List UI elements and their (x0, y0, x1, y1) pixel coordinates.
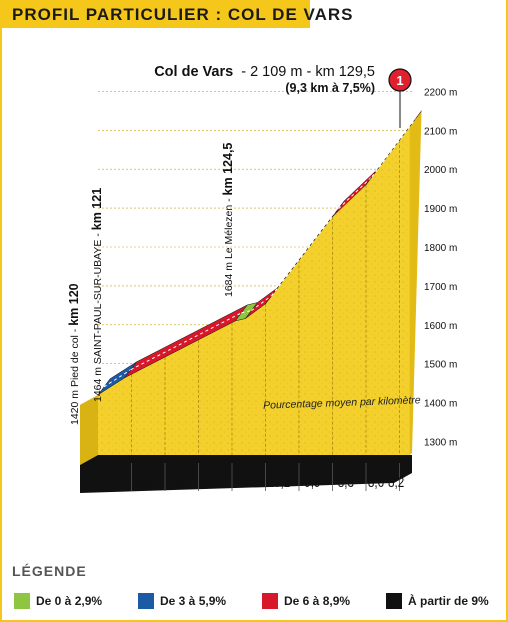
km-percent-label: 6,5 (135, 474, 151, 491)
km-percent-label: 10,2 (268, 474, 291, 491)
terrain-left-face (80, 394, 98, 465)
legend-label-black: À partir de 9% (408, 594, 489, 608)
km-tick-label: 2 (149, 496, 157, 512)
legend-label-blue: De 3 à 5,9% (160, 594, 227, 608)
legend-swatch-black (386, 593, 402, 609)
km-divider-lines (131, 140, 400, 455)
legend-swatch-blue (138, 593, 154, 609)
ribbon-centerline (130, 312, 242, 371)
legend-swatch-red (262, 593, 278, 609)
km-tick-label: 6 (283, 496, 291, 512)
km-tick-label: 9 (384, 496, 392, 512)
altitude-tick-label: 2100 m (424, 126, 457, 137)
km-percent-label: 6,5 (199, 474, 215, 491)
altitude-tick-label: 1300 m (424, 438, 457, 449)
altitude-tick-label: 1900 m (424, 204, 457, 215)
ribbon-centerline (103, 369, 132, 388)
ribbon-centerline (251, 295, 272, 311)
percent-labels: 4,4 6,5 7,4 6,5 0 8 10,2 9,9 8,3 8,6 8,2 (102, 474, 405, 491)
header-bar: PROFIL PARTICULIER : COL DE VARS (2, 0, 352, 28)
altitude-tick-label: 1500 m (424, 360, 457, 371)
ribbon-centerline (241, 310, 252, 314)
gradient-ribbon (97, 110, 422, 396)
landmark-saint-paul: 1464 m SAINT-PAUL-SUR-UBAYE - km 121 (90, 188, 104, 402)
km-percent-label: 8,6 (368, 474, 384, 491)
altitude-axis: 1300 m 1400 m 1500 m 1600 m 1700 m 1800 m 1900… (424, 87, 457, 448)
landmark-pied-de-col: 1420 m Pied de col - km 120 (67, 283, 81, 425)
summit-name: Col de Vars (154, 64, 233, 80)
summit-marker-number: 1 (396, 73, 403, 88)
legend-title: LÉGENDE (12, 563, 87, 579)
km-percent-label: 8,2 (388, 474, 404, 491)
altitude-tick-label: 1800 m (424, 243, 457, 254)
ribbon-centerline (271, 208, 339, 297)
km-percent-label: 9,9 (304, 474, 320, 491)
km-percent-label: 7,4 (169, 474, 186, 491)
legend-label-red: De 6 à 8,9% (284, 594, 351, 608)
legend-item-red: De 6 à 8,9% (262, 592, 350, 610)
km-percent-label: 4,4 (102, 474, 119, 491)
average-percent-caption: Pourcentage moyen par kilomètre (263, 394, 421, 411)
legend-item-black: À partir de 9% (386, 592, 489, 610)
ribbon-centerline (371, 118, 416, 178)
legend-swatch-green (14, 593, 30, 609)
terrain-area (80, 110, 422, 465)
altitude-tick-label: 1400 m (424, 399, 457, 410)
legend-item-green: De 0 à 2,9% (14, 592, 102, 610)
altitude-tick-label: 2200 m (424, 87, 457, 98)
km-tick-label: 1 (116, 496, 124, 512)
altitude-tick-label: 1700 m (424, 282, 457, 293)
km-tick-label: 5 (250, 496, 258, 512)
terrain-front-face (98, 126, 410, 455)
svg-text:Col de Vars - 2 109 m: Col de Vars - 2 109 m - km 129,5 (154, 64, 375, 80)
ribbon-centerline (338, 176, 373, 210)
page-title: PROFIL PARTICULIER : COL DE VARS (12, 5, 354, 24)
summit-details: - 2 109 m - km 129,5 (241, 64, 375, 80)
summit-marker: 1 (388, 68, 412, 128)
distance-base: 1 2 3 4 5 6 7 8 9 (80, 455, 412, 512)
altitude-tick-label: 2000 m (424, 165, 457, 176)
legend-label-green: De 0 à 2,9% (36, 594, 103, 608)
km-percent-label: 0 (219, 474, 226, 491)
altitude-tick-label: 1600 m (424, 321, 457, 332)
summit-title: Col de Vars - 2 109 m - km 129,5 (9,3 km… (154, 64, 375, 95)
km-tick-label: 7 (317, 496, 325, 512)
km-tick-label: 3 (183, 496, 191, 512)
km-percent-label: 8 (242, 474, 249, 491)
distance-strip (80, 455, 412, 493)
legend-item-blue: De 3 à 5,9% (138, 592, 226, 610)
km-tick-label: 4 (216, 496, 224, 512)
km-percent-label: 8,3 (338, 474, 354, 491)
terrain-side-face (409, 110, 422, 455)
summit-subtitle: (9,3 km à 7,5%) (285, 81, 375, 95)
km-tick-label: 8 (350, 496, 358, 512)
landmark-le-melezen: 1684 m Le Mélezen - km 124,5 (221, 143, 235, 297)
